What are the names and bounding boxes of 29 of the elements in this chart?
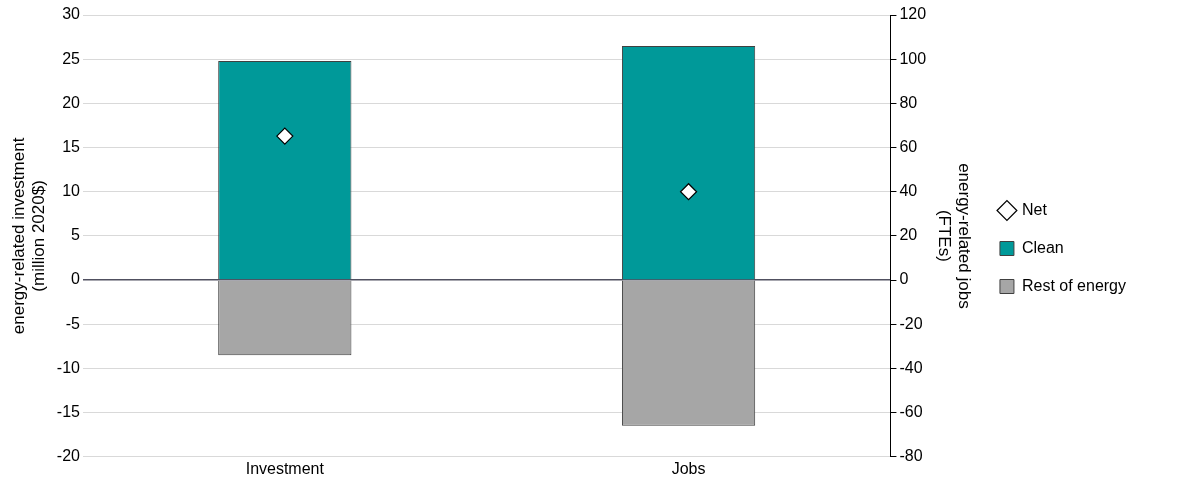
y-tick-label: 10	[62, 182, 81, 200]
y2-tick-label: 20	[899, 226, 918, 244]
y2-tick-label: 80	[899, 93, 918, 111]
y-tick-label: -10	[56, 358, 81, 376]
y2-tick-label: 60	[899, 137, 918, 155]
y-tick-label: 5	[71, 226, 81, 244]
x-tick-label: Investment	[245, 459, 325, 477]
y-tick-label: -5	[65, 314, 81, 332]
y2-axis-title: energy-related jobs (FTEs)	[934, 163, 975, 309]
y2-tick-label: -60	[899, 403, 923, 421]
y2-tick-label: 100	[899, 49, 927, 67]
y-tick-label: -15	[56, 403, 81, 421]
y-tick-label: -20	[56, 447, 81, 465]
y2-tick-label: -80	[899, 447, 923, 465]
y2-tick-label: -20	[899, 314, 923, 332]
legend-label: Clean	[1021, 238, 1064, 256]
y-tick-label: 15	[62, 137, 81, 155]
y2-tick-label: 120	[899, 5, 927, 23]
y-tick-label: 25	[62, 49, 81, 67]
y2-tick-label: 40	[899, 182, 918, 200]
y-tick-label: 30	[62, 5, 81, 23]
legend-label: Net	[1021, 200, 1048, 218]
legend-label: Rest of energy	[1021, 276, 1127, 294]
y2-tick-label: -40	[899, 358, 923, 376]
x-tick-label: Jobs	[671, 459, 706, 477]
y-tick-label: 0	[71, 270, 81, 288]
y2-tick-label: 0	[899, 270, 909, 288]
y-axis-title: energy-related investment (million 2020$)	[8, 137, 49, 335]
y-tick-label: 20	[62, 93, 81, 111]
